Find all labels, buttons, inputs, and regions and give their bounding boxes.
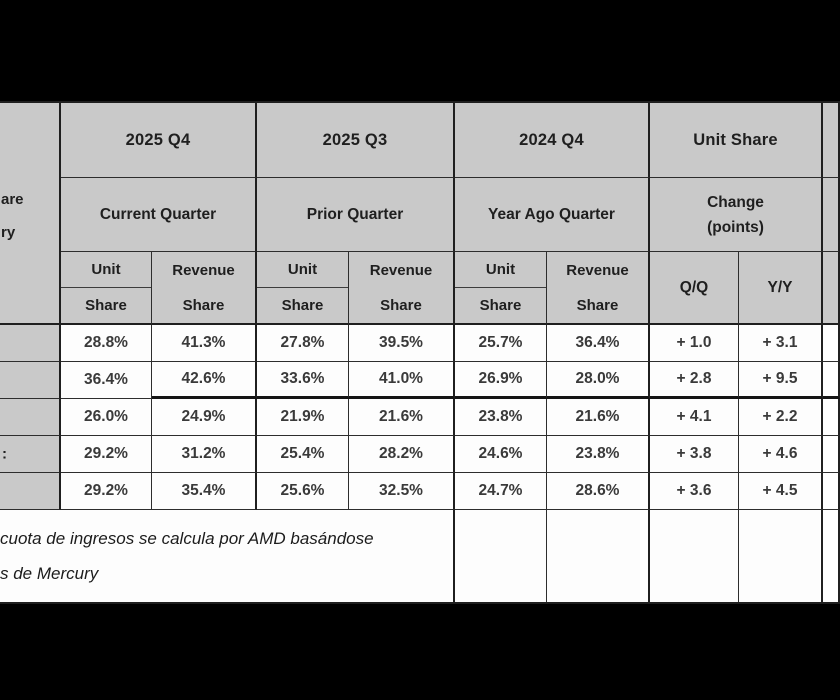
row-label-cell [0, 399, 61, 436]
table-cell: 31.2% [152, 436, 257, 473]
row-label-cell [0, 362, 61, 399]
prior-quarter-label: Prior Quarter [257, 178, 455, 252]
year-ago-quarter-label: Year Ago Quarter [455, 178, 650, 252]
footnote-line1: cuota de ingresos se calcula por AMD bas… [0, 528, 374, 548]
table-cell: + 9.5 [739, 362, 823, 399]
change-points-label: Change (points) [650, 178, 823, 252]
table-cell: 29.2% [61, 436, 152, 473]
empty-cell [823, 510, 840, 602]
table-cell: 41.0% [349, 362, 455, 399]
col-header-revenue-share: Revenue Share [349, 252, 455, 325]
cropped-column-cell [823, 399, 840, 436]
row-label-cell [0, 325, 61, 362]
share-label: Share [479, 297, 522, 314]
table-cell: 42.6% [152, 362, 257, 399]
share-label: Share [85, 297, 127, 314]
unit-label: Unit [61, 252, 151, 288]
table-cell: + 2.8 [650, 362, 739, 399]
table-cell: 21.6% [547, 399, 650, 436]
revenue-label: Revenue [172, 261, 235, 279]
footnote-cell: cuota de ingresos se calcula por AMD bas… [0, 510, 455, 602]
table-cell: 36.4% [547, 325, 650, 362]
change-label-line1: Change [707, 193, 764, 211]
table-cell: 23.8% [455, 399, 547, 436]
quarter-header-2025-q4: 2025 Q4 [61, 103, 257, 178]
cropped-column-cell [823, 178, 840, 252]
col-header-unit-share: Unit Share [257, 252, 349, 325]
row-label-cell [0, 473, 61, 510]
table-cell: 25.6% [257, 473, 349, 510]
share-label: Share [182, 296, 225, 314]
market-share-table: are ry 2025 Q4 2025 Q3 2024 Q4 Unit Shar… [0, 101, 840, 604]
table-cell: + 4.1 [650, 399, 739, 436]
table-cell: + 3.8 [650, 436, 739, 473]
current-quarter-label: Current Quarter [61, 178, 257, 252]
share-label: Share [281, 297, 324, 314]
table-cell: 21.9% [257, 399, 349, 436]
cropped-column-cell [823, 103, 840, 178]
table-cell: 32.5% [349, 473, 455, 510]
cropped-column-cell [823, 436, 840, 473]
revenue-label: Revenue [566, 261, 629, 279]
table-cell: 23.8% [547, 436, 650, 473]
table-cell: 33.6% [257, 362, 349, 399]
cropped-column-cell [823, 362, 840, 399]
empty-cell [739, 510, 823, 602]
revenue-label: Revenue [369, 261, 433, 279]
table-cell: + 2.2 [739, 399, 823, 436]
table-cell: 29.2% [61, 473, 152, 510]
table-cell: + 3.6 [650, 473, 739, 510]
cropped-label-fragment: : [2, 445, 7, 463]
cropped-column-cell [823, 252, 840, 325]
table-cell: 24.9% [152, 399, 257, 436]
table-cell: + 3.1 [739, 325, 823, 362]
col-header-unit-share: Unit Share [455, 252, 547, 325]
quarter-header-2024-q4: 2024 Q4 [455, 103, 650, 178]
col-header-revenue-share: Revenue Share [547, 252, 650, 325]
table-cell: 28.8% [61, 325, 152, 362]
table-cell: 36.4% [61, 362, 152, 399]
empty-cell [455, 510, 547, 602]
table-cell: 28.6% [547, 473, 650, 510]
col-header-revenue-share: Revenue Share [152, 252, 257, 325]
share-label: Share [380, 296, 422, 314]
table-cell: 25.4% [257, 436, 349, 473]
col-header-yy: Y/Y [739, 252, 823, 325]
table-cell: 25.7% [455, 325, 547, 362]
quarter-header-2025-q3: 2025 Q3 [257, 103, 455, 178]
empty-cell [650, 510, 739, 602]
unit-label: Unit [257, 252, 348, 288]
table-cell: 35.4% [152, 473, 257, 510]
row-label-cell: : [0, 436, 61, 473]
table-cell: 26.9% [455, 362, 547, 399]
corner-header-cell: are ry [0, 103, 61, 325]
cropped-column-cell [823, 473, 840, 510]
table-cell: + 4.6 [739, 436, 823, 473]
table-cell: 21.6% [349, 399, 455, 436]
table-cell: 39.5% [349, 325, 455, 362]
cropped-label-fragment: are [1, 191, 24, 208]
table-cell: 41.3% [152, 325, 257, 362]
table-cell: 28.2% [349, 436, 455, 473]
change-label-line2: (points) [707, 218, 764, 236]
table-cell: 24.7% [455, 473, 547, 510]
footnote-line2: s de Mercury [0, 563, 99, 583]
cropped-label-fragment: ry [1, 224, 16, 241]
col-header-unit-share: Unit Share [61, 252, 152, 325]
empty-cell [547, 510, 650, 602]
table-cell: + 4.5 [739, 473, 823, 510]
cropped-column-cell [823, 325, 840, 362]
unit-label: Unit [455, 252, 546, 288]
table-cell: 27.8% [257, 325, 349, 362]
table-cell: 24.6% [455, 436, 547, 473]
table-cell: 26.0% [61, 399, 152, 436]
share-label: Share [576, 296, 619, 314]
col-header-qq: Q/Q [650, 252, 739, 325]
table-cell: + 1.0 [650, 325, 739, 362]
unit-share-change-header: Unit Share [650, 103, 823, 178]
table-cell: 28.0% [547, 362, 650, 399]
